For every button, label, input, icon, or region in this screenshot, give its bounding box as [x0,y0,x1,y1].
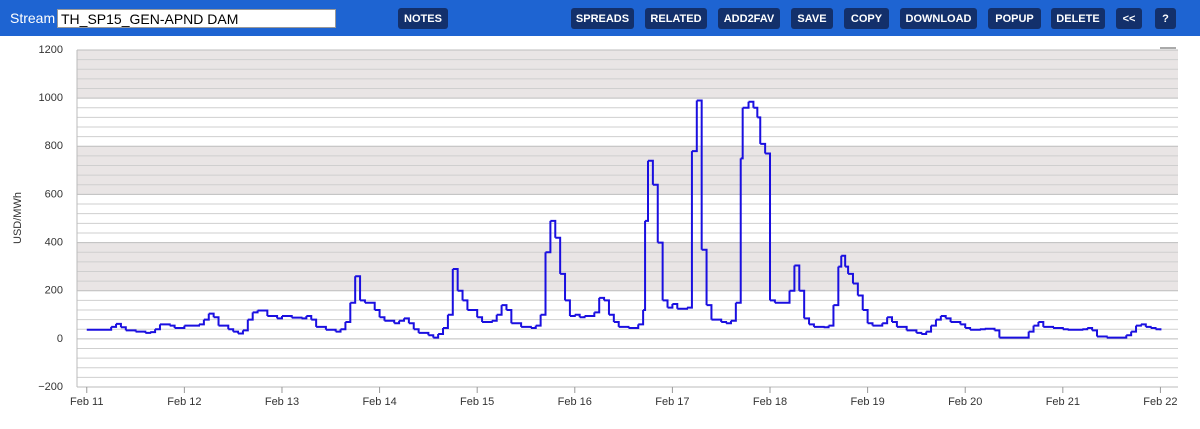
stream-input[interactable]: TH_SP15_GEN-APND DAM [57,9,336,28]
y-tick-label: 1000 [39,92,63,104]
shaded-band [77,242,1178,291]
y-tick-label: 200 [45,285,63,297]
y-tick-label: 0 [57,333,63,345]
toolbar-button[interactable]: DELETE [1051,8,1105,29]
toolbar-button[interactable]: POPUP [988,8,1041,29]
toolbar-button[interactable]: RELATED [645,8,707,29]
x-tick-label: Feb 15 [460,396,494,408]
y-tick-label: 400 [45,236,63,248]
toolbar: Stream TH_SP15_GEN-APND DAM NOTES SPREADS… [0,0,1200,36]
y-tick-label: −200 [38,381,63,393]
y-axis-label: USD/MWh [12,192,24,244]
toolbar-button[interactable]: NOTES [398,8,448,29]
x-tick-label: Feb 16 [558,396,592,408]
x-tick-label: Feb 21 [1046,396,1080,408]
stream-label: Stream [10,10,56,26]
x-tick-label: Feb 12 [167,396,201,408]
x-tick-label: Feb 19 [850,396,884,408]
x-tick-label: Feb 22 [1143,396,1177,408]
x-tick-label: Feb 11 [70,396,103,408]
y-tick-label: 800 [45,140,63,152]
toolbar-button[interactable]: ADD2FAV [718,8,780,29]
toolbar-button[interactable]: SPREADS [571,8,634,29]
toolbar-button[interactable]: ? [1155,8,1176,29]
x-tick-label: Feb 17 [655,396,689,408]
y-tick-label: 600 [45,188,63,200]
shaded-band [77,50,1178,99]
toolbar-button[interactable]: COPY [844,8,889,29]
toolbar-button[interactable]: DOWNLOAD [900,8,977,29]
shaded-band [77,146,1178,195]
x-tick-label: Feb 20 [948,396,982,408]
y-tick-label: 1200 [39,44,63,56]
x-tick-label: Feb 13 [265,396,299,408]
price-line [86,99,1162,339]
x-tick-label: Feb 18 [753,396,787,408]
toolbar-button[interactable]: SAVE [791,8,833,29]
toolbar-button[interactable]: << [1116,8,1142,29]
x-tick-label: Feb 14 [362,396,396,408]
